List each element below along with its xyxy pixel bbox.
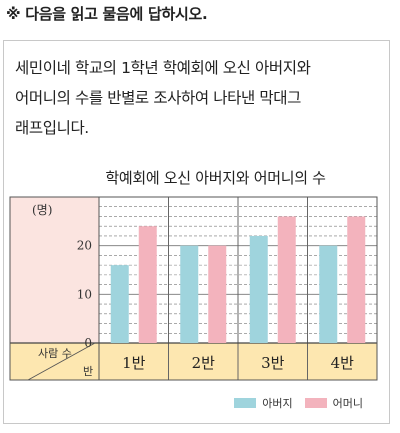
problem-card: 세민이네 학교의 1학년 학예회에 오신 아버지와 어머니의 수를 반별로 조사… (3, 40, 390, 424)
y-tick-label: 0 (84, 336, 92, 350)
corner-label-top: 사람 수 (38, 347, 72, 360)
chart-title: 학예회에 오신 아버지와 어머니의 수 (105, 169, 326, 187)
corner-diagonal (27, 342, 96, 381)
legend-item-father: 아버지 (234, 395, 293, 411)
problem-text: 세민이네 학교의 1학년 학예회에 오신 아버지와 어머니의 수를 반별로 조사… (15, 53, 385, 143)
problem-line-1: 세민이네 학교의 1학년 학예회에 오신 아버지와 (15, 59, 311, 77)
legend-swatch-mother (304, 398, 327, 408)
bar-mother (347, 216, 366, 343)
bar-chart: 사람 수반 (명) 0 10 20 1반 2반 3반 4반 (9, 196, 378, 381)
category-label: 3반 (261, 354, 285, 372)
legend-label-father: 아버지 (262, 397, 293, 410)
corner-label-bottom: 반 (83, 365, 93, 378)
chart-frame (9, 196, 378, 381)
y-tick-label: 20 (77, 239, 92, 253)
problem-line-3: 래프입니다. (15, 119, 89, 137)
chart-legend: 아버지 어머니 (222, 395, 363, 411)
category-label: 4반 (331, 354, 355, 372)
y-axis-unit: (명) (32, 203, 52, 217)
category-label: 1반 (122, 354, 146, 372)
bar-mother (138, 226, 157, 343)
bar-mother (277, 216, 296, 343)
problem-line-2: 어머니의 수를 반별로 조사하여 나타낸 막대그 (15, 89, 301, 107)
legend-label-mother: 어머니 (332, 397, 363, 410)
category-panel (10, 343, 377, 380)
bar-mother (208, 245, 227, 343)
bar-father (110, 265, 129, 343)
bar-father (249, 235, 268, 343)
y-tick-label: 10 (77, 287, 92, 301)
legend-swatch-father (234, 398, 257, 408)
category-label: 2반 (192, 354, 216, 372)
y-axis-panel (10, 197, 99, 343)
bar-father (319, 245, 338, 343)
bar-father (180, 245, 199, 343)
legend-item-mother: 어머니 (304, 395, 363, 411)
instruction-text: ※ 다음을 읽고 물음에 답하시오. (6, 5, 208, 23)
